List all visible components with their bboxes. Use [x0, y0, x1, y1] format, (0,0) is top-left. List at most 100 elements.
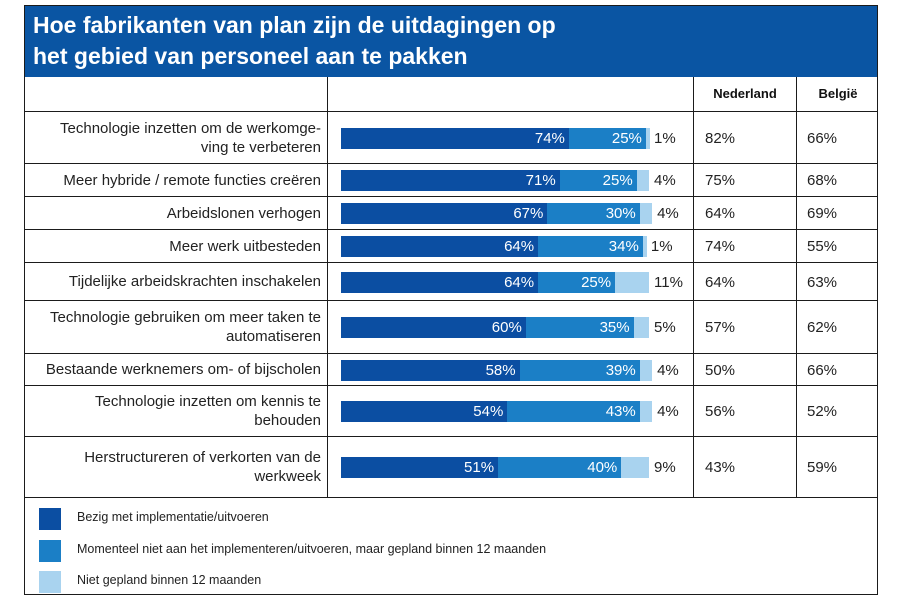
value-nederland: 64% — [705, 274, 736, 291]
data-label-planned: 25% — [611, 130, 642, 147]
chart-title: Hoe fabrikanten van plan zijn de uitdagi… — [25, 6, 877, 77]
value-nederland: 56% — [705, 403, 736, 420]
row-label: Technologie inzetten om kennis te behoude… — [25, 386, 321, 436]
bar-segment-implementing: 71% — [341, 170, 560, 191]
value-belgie: 55% — [807, 238, 838, 255]
value-belgie: 59% — [807, 459, 838, 476]
value-nederland: 74% — [705, 238, 736, 255]
bar-segment-not-planned — [639, 401, 653, 422]
legend: Bezig met implementatie/uitvoeren Moment… — [25, 498, 877, 594]
value-belgie: 52% — [807, 403, 838, 420]
divider-bars-nl — [693, 77, 694, 498]
legend-label-not-planned: Niet gepland binnen 12 maanden — [77, 573, 262, 587]
row-label: Meer hybride / remote functies creëren — [25, 164, 321, 196]
row-label-text: Bestaande werknemers om- of bijscholen — [46, 360, 321, 379]
data-label-implementing: 60% — [491, 319, 522, 336]
data-label-implementing: 51% — [464, 459, 495, 476]
row-label: Meer werk uitbesteden — [25, 230, 321, 262]
bar-segment-implementing: 58% — [341, 360, 520, 381]
row-label-text: Meer hybride / remote functies creëren — [63, 171, 321, 190]
data-label-not-planned: 9% — [654, 459, 676, 476]
table-row: Herstructureren of verkorten van de werkw… — [25, 437, 877, 498]
bar-segment-not-planned — [615, 272, 649, 293]
table-row: Meer werk uitbesteden 64% 34% 1% 74% 55% — [25, 230, 877, 263]
row-label: Technologie gebruiken om meer taken te au… — [25, 301, 321, 353]
value-belgie: 68% — [807, 172, 838, 189]
data-label-implementing: 67% — [513, 205, 544, 222]
divider-label-bars — [327, 77, 328, 498]
data-label-not-planned: 4% — [654, 172, 676, 189]
table-row: Technologie inzetten om de werkomge-ving… — [25, 112, 877, 164]
legend-swatch-implementing — [39, 508, 61, 530]
bar-segment-not-planned — [633, 317, 649, 338]
data-label-implementing: 74% — [534, 130, 565, 147]
legend-label-planned: Momenteel niet aan het implementeren/uit… — [77, 542, 547, 556]
value-nederland: 75% — [705, 172, 736, 189]
row-label-line: werkweek — [254, 468, 321, 485]
bar-segment-implementing: 67% — [341, 203, 548, 224]
row-label-text: Technologie gebruiken om meer taken te au… — [50, 308, 321, 346]
value-nederland: 50% — [705, 362, 736, 379]
value-nederland: 64% — [705, 205, 736, 222]
row-label-line: Meer hybride / remote functies creëren — [63, 171, 321, 189]
legend-swatch-planned — [39, 540, 61, 562]
bar-segment-not-planned — [636, 170, 649, 191]
value-nederland: 43% — [705, 459, 736, 476]
row-label: Technologie inzetten om de werkomge-ving… — [25, 112, 321, 163]
data-label-implementing: 58% — [485, 362, 516, 379]
row-label-line: Tijdelijke arbeidskrachten inschakelen — [68, 273, 321, 290]
data-label-not-planned: 5% — [654, 319, 676, 336]
bar-segment-implementing: 60% — [341, 317, 526, 338]
table-row: Technologie gebruiken om meer taken te au… — [25, 301, 877, 354]
data-label-planned: 39% — [605, 362, 636, 379]
bar-segment-implementing: 64% — [341, 236, 539, 257]
bar-segment-not-planned — [645, 128, 650, 149]
row-label-text: Technologie inzetten om kennis te behoude… — [95, 392, 321, 430]
row-label-text: Tijdelijke arbeidskrachten inschakelen — [69, 272, 321, 291]
data-label-implementing: 64% — [504, 274, 535, 291]
data-label-planned: 43% — [605, 403, 636, 420]
row-label-line: ving te verbeteren — [200, 138, 321, 156]
table-row: Meer hybride / remote functies creëren 71… — [25, 164, 877, 197]
data-label-not-planned: 11% — [654, 274, 683, 291]
value-nederland: 57% — [705, 319, 736, 336]
row-label-line: Technologie gebruiken om meer taken te — [50, 309, 321, 326]
table-row: Tijdelijke arbeidskrachten inschakelen 64… — [25, 263, 877, 301]
table-row: Bestaande werknemers om- of bijscholen 58… — [25, 354, 877, 386]
bar-segment-planned: 30% — [547, 203, 640, 224]
bar-segment-implementing: 64% — [341, 272, 539, 293]
value-belgie: 69% — [807, 205, 838, 222]
row-label-line: automatiseren — [225, 328, 321, 345]
row-label-line: Arbeidslonen verhogen — [166, 204, 321, 222]
row-label-line: Herstructureren of verkorten van de — [84, 449, 321, 466]
bar-segment-not-planned — [639, 360, 653, 381]
row-label-line: Bestaande werknemers om- of bijscholen — [45, 361, 321, 378]
data-label-planned: 34% — [608, 238, 639, 255]
table-row: Arbeidslonen verhogen 67% 30% 4% 64% 69% — [25, 197, 877, 230]
value-belgie: 62% — [807, 319, 838, 336]
bar-segment-implementing: 74% — [341, 128, 569, 149]
row-label-line: Meer werk uitbesteden — [169, 237, 321, 255]
bar-segment-planned: 25% — [559, 170, 637, 191]
bar-segment-planned: 43% — [507, 401, 640, 422]
row-label-text: Arbeidslonen verhogen — [167, 204, 321, 223]
bar-segment-implementing: 54% — [341, 401, 508, 422]
row-label-text: Technologie inzetten om de werkomge-ving… — [60, 119, 321, 157]
row-label: Herstructureren of verkorten van de werkw… — [25, 437, 321, 497]
chart-frame: Hoe fabrikanten van plan zijn de uitdagi… — [24, 5, 878, 595]
data-label-planned: 35% — [599, 319, 630, 336]
row-label: Tijdelijke arbeidskrachten inschakelen — [25, 263, 321, 300]
bar-segment-planned: 35% — [525, 317, 634, 338]
data-label-implementing: 71% — [525, 172, 556, 189]
divider-nl-be — [796, 77, 797, 498]
data-label-planned: 40% — [587, 459, 618, 476]
data-label-planned: 30% — [605, 205, 636, 222]
column-header-belgie: België — [818, 86, 858, 101]
bar-segment-not-planned — [621, 457, 649, 478]
value-nederland: 82% — [705, 130, 736, 147]
data-label-not-planned: 4% — [657, 205, 679, 222]
chart-title-line-1: Hoe fabrikanten van plan zijn de uitdagi… — [33, 12, 556, 38]
row-label-line: Technologie inzetten om de werkomge- — [60, 119, 321, 137]
chart-title-line-2: het gebied van personeel aan te pakken — [33, 43, 468, 69]
bar-segment-planned: 34% — [538, 236, 643, 257]
